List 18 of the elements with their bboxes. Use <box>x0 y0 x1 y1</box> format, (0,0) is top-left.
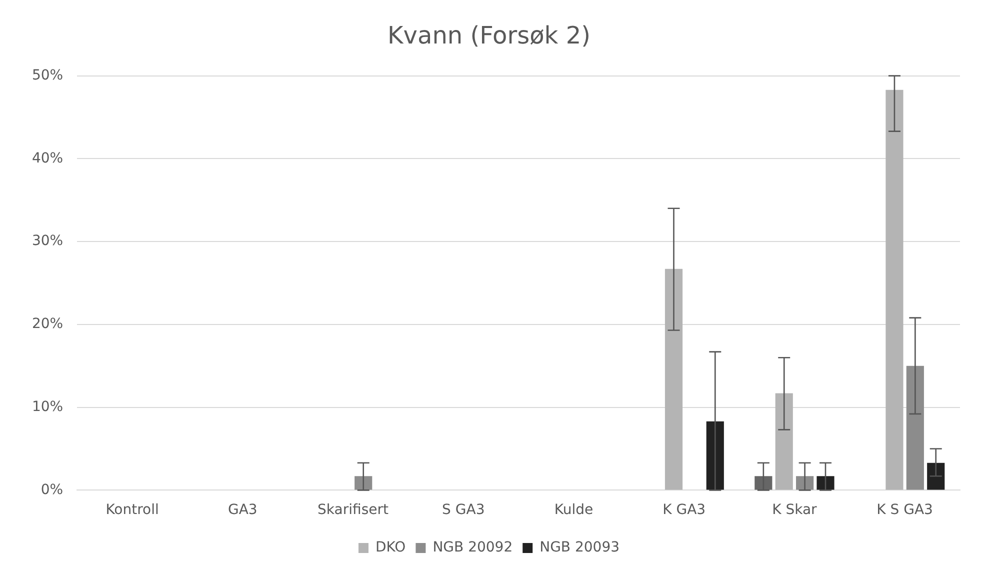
x-tick-label: K GA3 <box>662 502 706 518</box>
chart-title: Kvann (Forsøk 2) <box>388 22 590 50</box>
legend-label: NGB 20093 <box>540 540 620 556</box>
y-tick-label: 0% <box>40 482 64 498</box>
x-tick-label: GA3 <box>228 502 258 518</box>
y-tick-label: 20% <box>32 316 64 332</box>
x-tick-label: K S GA3 <box>876 502 933 518</box>
x-tick-label: Kontroll <box>106 502 159 518</box>
x-tick-label: K Skar <box>772 502 818 518</box>
x-tick-label: S GA3 <box>442 502 485 518</box>
y-tick-label: 40% <box>32 150 64 166</box>
legend-label: NGB 20092 <box>432 540 513 556</box>
x-tick-label: Skarifisert <box>318 502 389 518</box>
x-tick-label: Kulde <box>554 502 594 518</box>
y-tick-label: 10% <box>32 398 64 415</box>
y-tick-label: 30% <box>32 233 64 250</box>
y-tick-label: 50% <box>32 67 64 84</box>
legend-label: DKO <box>375 540 406 556</box>
